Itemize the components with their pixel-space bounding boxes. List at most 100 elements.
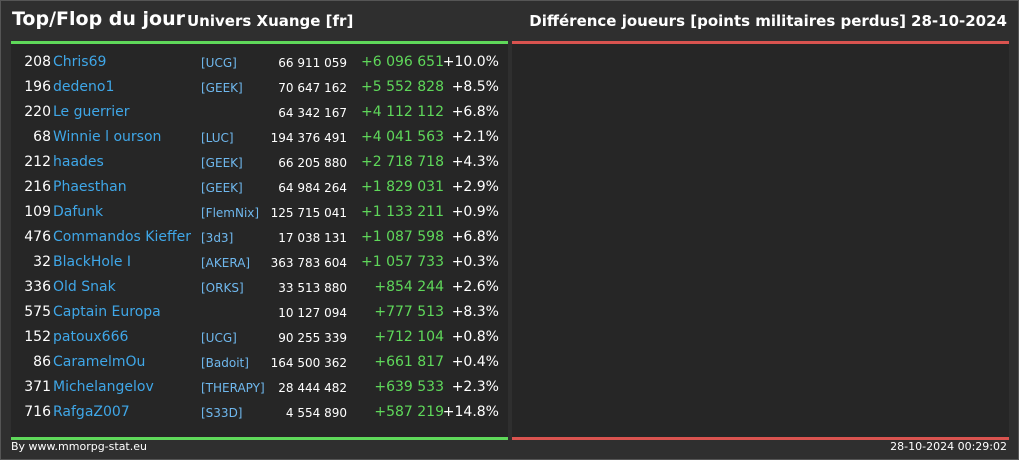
player-row: 196 dedeno1 [GEEK] 70 647 162 +5 552 828 +8.5…: [11, 75, 508, 100]
player-alliance-link[interactable]: [FlemNix]: [201, 206, 260, 220]
footer-timestamp: 28-10-2024 00:29:02: [890, 440, 1007, 453]
player-difference: +1 829 031: [361, 179, 444, 195]
player-percent: +2.3%: [451, 379, 499, 395]
player-percent: +14.8%: [442, 404, 499, 420]
player-points: 90 255 339: [278, 331, 347, 345]
player-points: 4 554 890: [285, 406, 347, 420]
page-title: Top/Flop du jour: [12, 8, 185, 30]
player-name-link[interactable]: dedeno1: [53, 79, 115, 95]
player-row: 212 haades [GEEK] 66 205 880 +2 718 718 +4.3%: [11, 150, 508, 175]
player-percent: +0.3%: [451, 254, 499, 270]
player-difference: +1 087 598: [361, 229, 444, 245]
flop-panel: [512, 41, 1009, 440]
player-difference: +639 533: [374, 379, 444, 395]
player-points: 64 342 167: [278, 106, 347, 120]
player-rank: 216: [24, 179, 51, 195]
player-name-link[interactable]: BlackHole I: [53, 254, 132, 270]
player-rank: 86: [33, 354, 51, 370]
player-points: 33 513 880: [278, 281, 347, 295]
player-name-link[interactable]: haades: [53, 154, 104, 170]
player-rank: 196: [24, 79, 51, 95]
player-difference: +712 104: [374, 329, 444, 345]
player-percent: +6.8%: [451, 229, 499, 245]
player-percent: +8.3%: [451, 304, 499, 320]
player-rank: 212: [24, 154, 51, 170]
player-points: 28 444 482: [278, 381, 347, 395]
player-alliance-link[interactable]: [UCG]: [201, 56, 237, 70]
player-name-link[interactable]: Commandos Kieffer: [53, 229, 191, 245]
player-alliance-link[interactable]: [3d3]: [201, 231, 234, 245]
player-percent: +2.6%: [451, 279, 499, 295]
player-rank: 476: [24, 229, 51, 245]
player-points: 10 127 094: [278, 306, 347, 320]
player-alliance-link[interactable]: [LUC]: [201, 131, 234, 145]
player-name-link[interactable]: patoux666: [53, 329, 129, 345]
player-difference: +661 817: [374, 354, 444, 370]
player-percent: +0.4%: [451, 354, 499, 370]
player-row: 220 Le guerrier 64 342 167 +4 112 112 +6.8%: [11, 100, 508, 125]
player-row: 716 RafgaZ007 [S33D] 4 554 890 +587 219 +14.8…: [11, 400, 508, 425]
player-percent: +2.1%: [451, 129, 499, 145]
player-name-link[interactable]: Phaesthan: [53, 179, 127, 195]
player-points: 66 205 880: [278, 156, 347, 170]
universe-label: Univers Xuange [fr]: [187, 12, 354, 30]
player-rank: 336: [24, 279, 51, 295]
player-name-link[interactable]: CaramelmOu: [53, 354, 146, 370]
player-alliance-link[interactable]: [Badoit]: [201, 356, 249, 370]
player-points: 17 038 131: [278, 231, 347, 245]
player-difference: +854 244: [374, 279, 444, 295]
player-rank: 109: [24, 204, 51, 220]
player-name-link[interactable]: RafgaZ007: [53, 404, 130, 420]
player-row: 371 Michelangelov [THERAPY] 28 444 482 +639 …: [11, 375, 508, 400]
player-alliance-link[interactable]: [UCG]: [201, 331, 237, 345]
player-row: 208 Chris69 [UCG] 66 911 059 +6 096 651 +10.0…: [11, 50, 508, 75]
player-points: 164 500 362: [270, 356, 347, 370]
player-rank: 152: [24, 329, 51, 345]
player-percent: +10.0%: [442, 54, 499, 70]
player-rank: 575: [24, 304, 51, 320]
player-row: 336 Old Snak [ORKS] 33 513 880 +854 244 +2.6%: [11, 275, 508, 300]
player-alliance-link[interactable]: [AKERA]: [201, 256, 251, 270]
date-label: 28-10-2024: [911, 12, 1007, 30]
player-row: 476 Commandos Kieffer [3d3] 17 038 131 +1 08…: [11, 225, 508, 250]
player-name-link[interactable]: Chris69: [53, 54, 107, 70]
player-name-link[interactable]: Dafunk: [53, 204, 104, 220]
player-percent: +4.3%: [451, 154, 499, 170]
player-points: 66 911 059: [278, 56, 347, 70]
player-row: 32 BlackHole I [AKERA] 363 783 604 +1 057 73…: [11, 250, 508, 275]
player-name-link[interactable]: Old Snak: [53, 279, 116, 295]
player-alliance-link[interactable]: [GEEK]: [201, 181, 243, 195]
player-points: 70 647 162: [278, 81, 347, 95]
player-percent: +6.8%: [451, 104, 499, 120]
player-rank: 220: [24, 104, 51, 120]
player-alliance-link[interactable]: [GEEK]: [201, 156, 243, 170]
player-points: 64 984 264: [278, 181, 347, 195]
player-rank: 208: [24, 54, 51, 70]
top-panel: 208 Chris69 [UCG] 66 911 059 +6 096 651 +10.0…: [11, 41, 508, 440]
player-name-link[interactable]: Michelangelov: [53, 379, 154, 395]
player-difference: +777 513: [374, 304, 444, 320]
player-alliance-link[interactable]: [GEEK]: [201, 81, 243, 95]
player-points: 194 376 491: [270, 131, 347, 145]
player-alliance-link[interactable]: [S33D]: [201, 406, 243, 420]
player-rank: 32: [33, 254, 51, 270]
player-row: 575 Captain Europa 10 127 094 +777 513 +8.3%: [11, 300, 508, 325]
player-difference: +5 552 828: [361, 79, 444, 95]
player-alliance-link[interactable]: [ORKS]: [201, 281, 244, 295]
player-row: 109 Dafunk [FlemNix] 125 715 041 +1 133 211 +…: [11, 200, 508, 225]
player-name-link[interactable]: Le guerrier: [53, 104, 130, 120]
player-rank: 371: [24, 379, 51, 395]
player-name-link[interactable]: Captain Europa: [53, 304, 161, 320]
player-percent: +0.9%: [451, 204, 499, 220]
player-points: 363 783 604: [270, 256, 347, 270]
player-rank: 716: [24, 404, 51, 420]
player-row: 152 patoux666 [UCG] 90 255 339 +712 104 +0.8%: [11, 325, 508, 350]
player-alliance-link[interactable]: [THERAPY]: [201, 381, 265, 395]
player-percent: +2.9%: [451, 179, 499, 195]
player-name-link[interactable]: Winnie l ourson: [53, 129, 162, 145]
player-percent: +0.8%: [451, 329, 499, 345]
player-points: 125 715 041: [270, 206, 347, 220]
player-row: 216 Phaesthan [GEEK] 64 984 264 +1 829 031 +2…: [11, 175, 508, 200]
player-difference: +6 096 651: [361, 54, 444, 70]
